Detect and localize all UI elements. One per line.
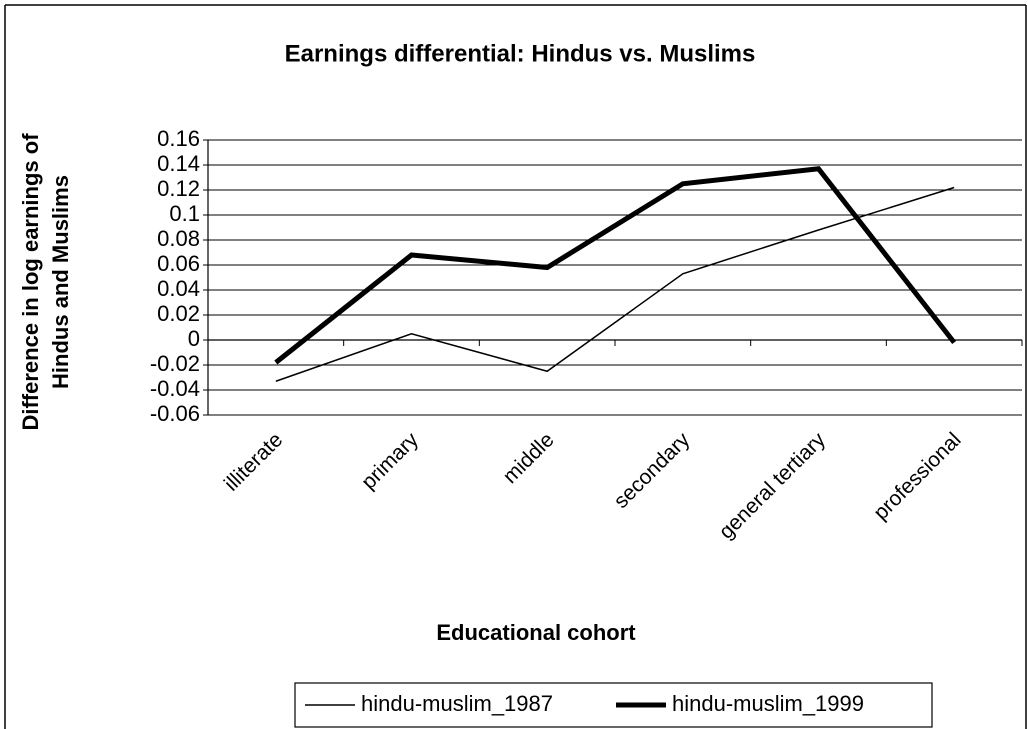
y-tick-label: 0.06 [157, 251, 200, 276]
series-line [275, 186, 955, 382]
legend-label: hindu-muslim_1999 [672, 691, 864, 716]
x-tick-label: professional [869, 428, 965, 524]
series-line [274, 166, 957, 365]
y-tick-label: -0.04 [150, 376, 200, 401]
chart-title: Earnings differential: Hindus vs. Muslim… [285, 40, 756, 67]
x-tick-label: secondary [610, 428, 695, 513]
y-tick-label: -0.02 [150, 351, 200, 376]
y-tick-label: 0.14 [157, 151, 200, 176]
y-axis-label: Difference in log earnings of [18, 133, 43, 431]
x-tick-label: illiterate [220, 428, 287, 495]
y-tick-label: 0 [188, 326, 200, 351]
y-tick-label: -0.06 [150, 401, 200, 426]
x-tick-label: primary [357, 428, 423, 494]
x-tick-label: general tertiary [715, 428, 831, 544]
y-tick-label: 0.04 [157, 276, 200, 301]
y-axis-label: Hindus and Muslims [48, 175, 73, 389]
x-axis-label: Educational cohort [436, 620, 636, 645]
y-tick-label: 0.08 [157, 226, 200, 251]
x-tick-label: middle [499, 428, 559, 488]
y-tick-label: 0.16 [157, 126, 200, 151]
y-tick-label: 0.1 [169, 201, 200, 226]
legend [294, 682, 933, 728]
y-tick-label: 0.02 [157, 301, 200, 326]
y-tick-label: 0.12 [157, 176, 200, 201]
legend-label: hindu-muslim_1987 [361, 691, 553, 716]
